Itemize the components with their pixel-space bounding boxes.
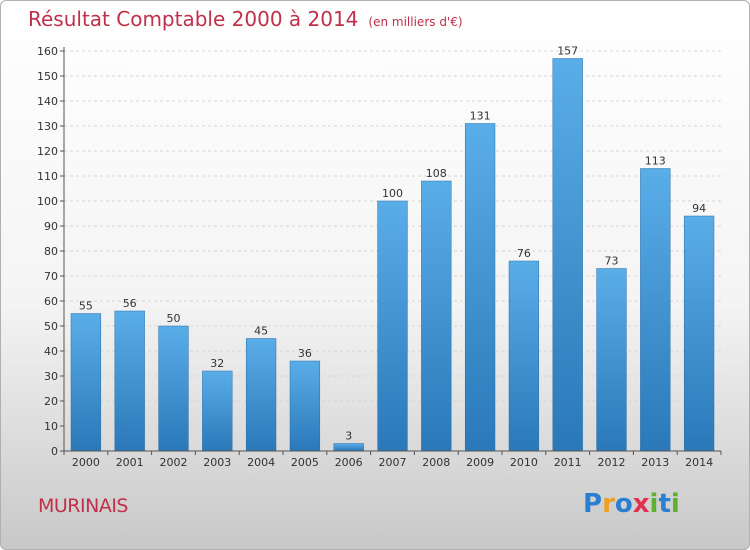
y-tick-label: 120 (37, 145, 58, 158)
data-label-2009: 131 (470, 110, 491, 123)
chart-title: Résultat Comptable 2000 à 2014 (en millie… (28, 7, 463, 31)
bar-2009[interactable] (464, 123, 496, 452)
data-label-2012: 73 (605, 255, 619, 268)
data-label-2008: 108 (426, 167, 447, 180)
x-tick-label-2005: 2005 (291, 456, 319, 469)
y-tick-label: 40 (44, 345, 58, 358)
data-label-2014: 94 (692, 202, 706, 215)
x-tick-label-2011: 2011 (554, 456, 582, 469)
bar-2004[interactable] (245, 338, 277, 452)
logo-letter: i (670, 489, 680, 519)
y-tick-label: 30 (44, 370, 58, 383)
proxiti-logo[interactable]: Proxiti (583, 489, 680, 519)
data-label-2000: 55 (79, 300, 93, 313)
bar-2013[interactable] (640, 168, 671, 452)
bar-2006[interactable] (333, 443, 364, 452)
x-tick-label-2000: 2000 (72, 456, 100, 469)
bar-2011[interactable] (552, 58, 583, 452)
data-label-2004: 45 (254, 325, 268, 338)
x-tick-label-2013: 2013 (641, 456, 669, 469)
bar-2002[interactable] (158, 325, 189, 452)
x-tick-label-2008: 2008 (422, 456, 450, 469)
bars (70, 58, 715, 452)
y-tick-label: 60 (44, 295, 58, 308)
bar-2012[interactable] (596, 268, 627, 452)
x-tick-label-2003: 2003 (203, 456, 231, 469)
logo-letter: r (602, 489, 615, 519)
y-tick-label: 110 (37, 170, 58, 183)
x-tick-label-2010: 2010 (510, 456, 538, 469)
x-tick-label-2002: 2002 (160, 456, 188, 469)
x-tick-label-2001: 2001 (116, 456, 144, 469)
bar-2003[interactable] (202, 370, 233, 452)
commune-name: MURINAIS (38, 495, 128, 517)
bar-2000[interactable] (70, 313, 102, 452)
logo-letter: t (658, 489, 671, 519)
y-tick-label: 20 (44, 395, 58, 408)
axes: 0 10 20 30 40 50 60 70 80 90 100 110 120 130 140 150 160… (37, 45, 722, 469)
logo-letter: x (632, 489, 650, 519)
data-label-2001: 56 (123, 297, 137, 310)
y-tick-label: 0 (51, 445, 58, 458)
bar-2007[interactable] (377, 200, 408, 452)
data-label-2007: 100 (382, 187, 403, 200)
data-labels: 55 56 50 32 45 36 3 100 108 131 76 157 73 113 94 (79, 45, 706, 443)
x-tick-label-2014: 2014 (685, 456, 713, 469)
data-label-2013: 113 (645, 155, 666, 168)
y-tick-label: 10 (44, 420, 58, 433)
x-tick-label-2009: 2009 (466, 456, 494, 469)
x-tick-label-2004: 2004 (247, 456, 275, 469)
data-label-2003: 32 (210, 357, 224, 370)
logo-letter: P (583, 489, 603, 519)
logo-letter: i (649, 489, 659, 519)
y-tick-label: 130 (37, 120, 58, 133)
x-tick-label-2012: 2012 (598, 456, 626, 469)
x-tick-label-2007: 2007 (379, 456, 407, 469)
data-label-2010: 76 (517, 247, 531, 260)
data-label-2005: 36 (298, 347, 312, 360)
bar-2005[interactable] (289, 360, 321, 452)
y-tick-label: 50 (44, 320, 58, 333)
y-tick-label: 90 (44, 220, 58, 233)
y-tick-label: 140 (37, 95, 58, 108)
bar-2010[interactable] (508, 260, 540, 452)
y-tick-label: 160 (37, 45, 58, 58)
y-tick-label: 150 (37, 70, 58, 83)
chart-subtitle: (en milliers d'€) (368, 15, 463, 29)
data-label-2011: 157 (557, 45, 578, 58)
chart-title-text: Résultat Comptable 2000 à 2014 (28, 7, 359, 31)
bar-2001[interactable] (114, 310, 145, 452)
bar-2008[interactable] (421, 180, 452, 452)
y-tick-label: 80 (44, 245, 58, 258)
data-label-2002: 50 (167, 312, 181, 325)
y-tick-label: 70 (44, 270, 58, 283)
y-tick-label: 100 (37, 195, 58, 208)
bar-2014[interactable] (683, 215, 715, 452)
logo-letter: o (614, 489, 633, 519)
data-label-2006: 3 (345, 430, 352, 443)
x-tick-label-2006: 2006 (335, 456, 363, 469)
